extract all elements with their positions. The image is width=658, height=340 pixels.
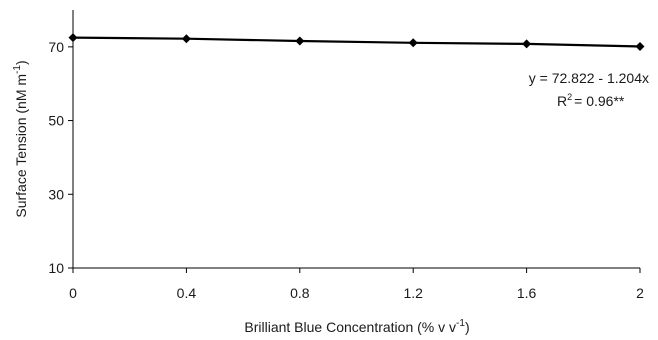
x-tick-label: 0 xyxy=(69,285,77,301)
data-point xyxy=(635,41,645,51)
data-point xyxy=(68,33,78,43)
data-point xyxy=(522,39,532,49)
y-axis-title: Surface Tension (nM m-1) xyxy=(12,60,29,217)
data-point xyxy=(181,34,191,44)
x-tick-label: 2 xyxy=(636,285,644,301)
series xyxy=(68,33,645,51)
data-point xyxy=(295,36,305,46)
data-point xyxy=(408,38,418,48)
x-tick-label: 0.4 xyxy=(177,285,197,301)
regression-equation: y = 72.822 - 1.204x xyxy=(529,70,649,86)
y-ticks: 10 30 50 70 xyxy=(48,39,73,276)
x-tick-label: 0.8 xyxy=(290,285,310,301)
x-tick-label: 1.2 xyxy=(403,285,423,301)
x-axis-title: Brilliant Blue Concentration (% v v-1) xyxy=(244,318,469,335)
y-tick-label: 50 xyxy=(48,113,64,129)
y-tick-label: 10 xyxy=(48,260,64,276)
y-tick-label: 30 xyxy=(48,186,64,202)
r-squared-label: R2 = 0.96** xyxy=(557,92,625,109)
y-tick-label: 70 xyxy=(48,39,64,55)
x-ticks: 0 0.4 0.8 1.2 1.6 2 xyxy=(69,268,644,301)
series-line xyxy=(72,36,641,48)
x-tick-label: 1.6 xyxy=(517,285,537,301)
